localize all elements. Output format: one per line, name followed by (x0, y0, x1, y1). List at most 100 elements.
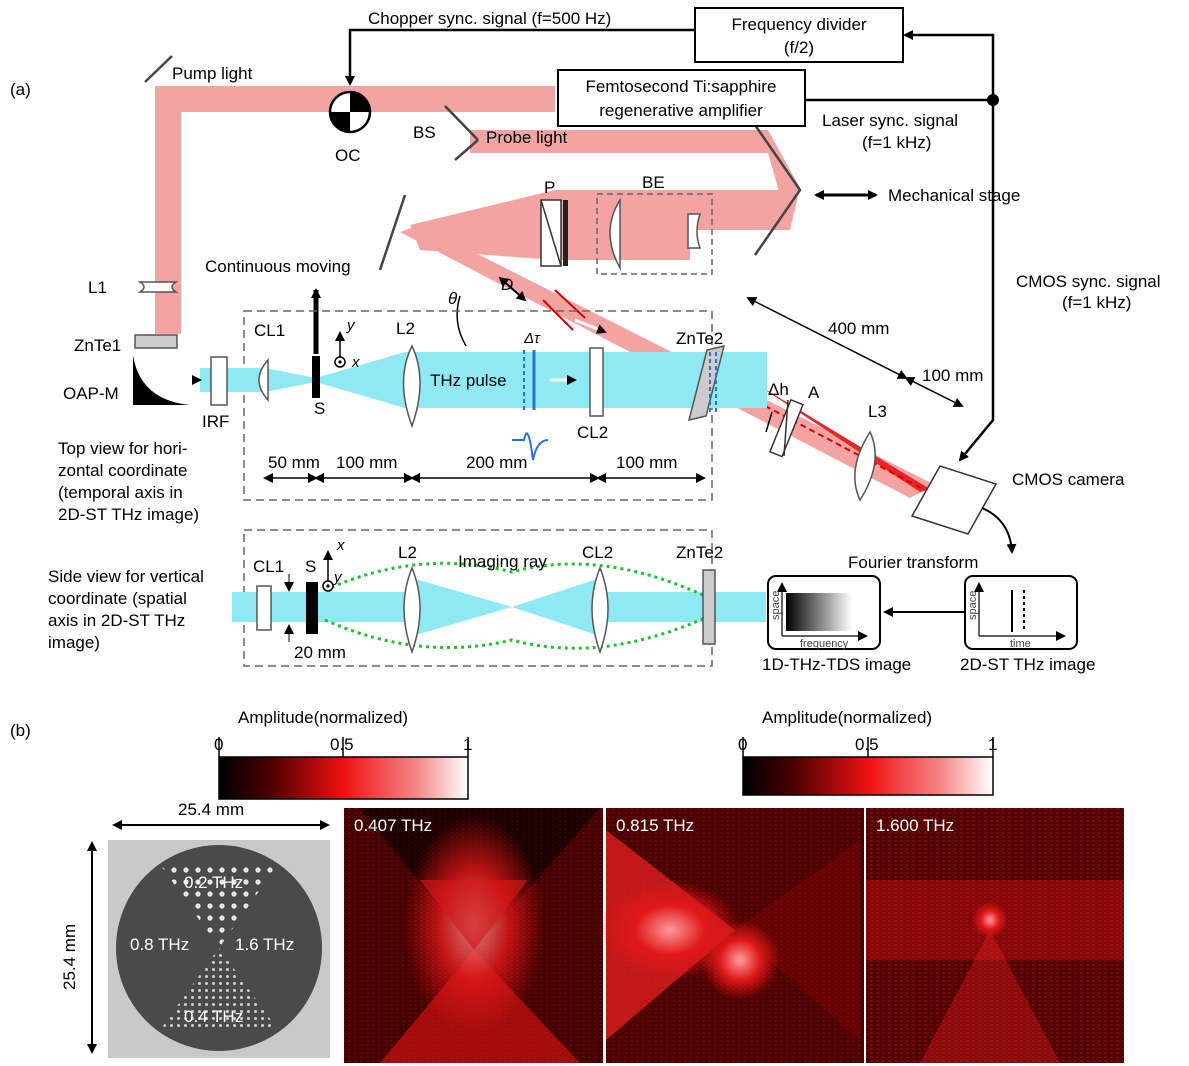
colorbar-right-tick-0: 0 (738, 735, 747, 754)
imaging-ray (324, 561, 706, 650)
colorbar-right-tick-05: 0.5 (855, 735, 879, 754)
top-view-line4: 2D-ST THz image) (58, 505, 199, 524)
result-label-1600: 1.600 THz (876, 816, 954, 835)
l2-lens-side (403, 566, 421, 655)
st-image-label: 2D-ST THz image (960, 655, 1095, 674)
chopper-sync-line (345, 28, 695, 86)
tds-image-label: 1D-THz-TDS image (762, 655, 911, 674)
colorbar-right-tick-1: 1 (988, 735, 997, 754)
l2-lens-top (402, 344, 421, 429)
dim-top-100b: 100 mm (616, 453, 677, 472)
dim-400-label: 400 mm (828, 319, 889, 338)
znte2-label-side: ZnTe2 (676, 543, 723, 562)
l1-lens (137, 281, 179, 293)
st-box-x-label: time (1010, 638, 1031, 650)
sample-s-top (312, 356, 320, 398)
a-label: A (808, 383, 820, 402)
cmos-sync-line2: (f=1 kHz) (1062, 293, 1131, 312)
laser-line2: regenerative amplifier (599, 101, 763, 120)
result-image-0407: 0.407 THz (344, 808, 603, 1063)
cmos-sync-line1: CMOS sync. signal (1016, 272, 1161, 291)
side-view-line4: image) (48, 633, 100, 652)
cl2-label-top: CL2 (577, 423, 608, 442)
sample-sector-top (160, 864, 278, 948)
top-view-line2: zontal coordinate (58, 461, 187, 480)
side-view-line2: coordinate (spatial (48, 589, 187, 608)
continuous-moving-label: Continuous moving (205, 257, 351, 276)
znte2-crystal-side (702, 569, 716, 645)
result-label-0407: 0.407 THz (354, 816, 432, 835)
oap-m-label: OAP-M (63, 384, 119, 403)
dim-20-label: 20 mm (294, 643, 346, 662)
st-box-y-label: space (967, 591, 979, 620)
x-axis-label-side: x (336, 537, 345, 554)
theta-label: θ (448, 289, 458, 308)
frequency-divider-box (694, 7, 904, 63)
sample-s-side (306, 582, 318, 634)
cmos-camera-label: CMOS camera (1012, 470, 1125, 489)
bs-label: BS (413, 123, 436, 142)
cmos-camera (910, 465, 998, 535)
delta-h-label: Δh (768, 380, 789, 399)
be-label: BE (642, 173, 665, 192)
result-image-0815: 0.815 THz (600, 808, 864, 1063)
sample-label-08: 0.8 THz (130, 935, 189, 954)
result-image-1600: 1.600 THz (866, 808, 1124, 1063)
colorbar-right (742, 756, 994, 796)
oc-label: OC (335, 146, 361, 165)
be-lens-2 (687, 213, 702, 249)
be-lens-1 (609, 197, 621, 271)
l3-lens (854, 430, 876, 502)
cl2-label-side: CL2 (582, 543, 613, 562)
colorbar-left-tick-05: 0.5 (330, 735, 354, 754)
mirrors (144, 55, 802, 271)
oap-mirror (133, 355, 190, 405)
l2-label-side: L2 (398, 543, 417, 562)
znte1-crystal (134, 334, 178, 349)
sample-height-label: 25.4 mm (60, 924, 79, 990)
colorbar-left-tick-1: 1 (463, 735, 472, 754)
cl1-lens-top (258, 358, 269, 402)
dim-top-50: 50 mm (268, 453, 320, 472)
laser-sync-line2: (f=1 kHz) (862, 133, 931, 152)
p-label: P (544, 178, 555, 197)
probe-light-label: Probe light (486, 128, 568, 147)
pump-probe-beams (155, 86, 935, 498)
colorbar-left-title: Amplitude(normalized) (238, 708, 408, 727)
mechanical-stage-label: Mechanical stage (888, 186, 1020, 205)
tds-box-y-label: space (770, 591, 782, 620)
x-axis-label-top: x (351, 354, 360, 371)
irf-label: IRF (202, 412, 229, 431)
panel-label-a: (a) (10, 80, 31, 99)
sample-sector-bottom (160, 948, 278, 1030)
side-view-line3: axis in 2D-ST THz (48, 611, 185, 630)
colorbar-left (218, 756, 469, 800)
top-view-line3: (temporal axis in (58, 483, 183, 502)
thz-pulse-label: THz pulse (430, 371, 507, 390)
s-label-side: S (305, 557, 316, 576)
sample-width-label: 25.4 mm (178, 800, 244, 819)
y-axis-label-side: y (333, 569, 343, 586)
result-label-0815: 0.815 THz (616, 816, 694, 835)
y-axis-label-top: y (346, 317, 356, 334)
sample-label-02: 0.2 THz (184, 873, 243, 892)
laser-line1: Femtosecond Ti:sapphire (586, 77, 777, 96)
l1-label: L1 (88, 278, 107, 297)
chopper-sync-label: Chopper sync. signal (f=500 Hz) (368, 9, 611, 28)
be-box (596, 193, 713, 275)
l3-label: L3 (868, 402, 887, 421)
cl1-label-top: CL1 (254, 321, 285, 340)
sync-wires (805, 30, 995, 462)
znte2-label-top: ZnTe2 (676, 329, 723, 348)
tds-box-x-label: frequency (800, 638, 849, 650)
l2-label-top: L2 (396, 319, 415, 338)
pump-light-label: Pump light (172, 64, 253, 83)
cl2-lens-top (589, 347, 604, 417)
fourier-transform-label: Fourier transform (848, 553, 978, 572)
colorbar-right-title: Amplitude(normalized) (762, 708, 932, 727)
irf-filter (210, 356, 228, 406)
side-view-line1: Side view for vertical (48, 567, 204, 586)
sample-label-04: 0.4 THz (184, 1007, 243, 1026)
colorbar-left-tick-0: 0 (214, 735, 223, 754)
znte2-crystal-top (687, 344, 726, 422)
